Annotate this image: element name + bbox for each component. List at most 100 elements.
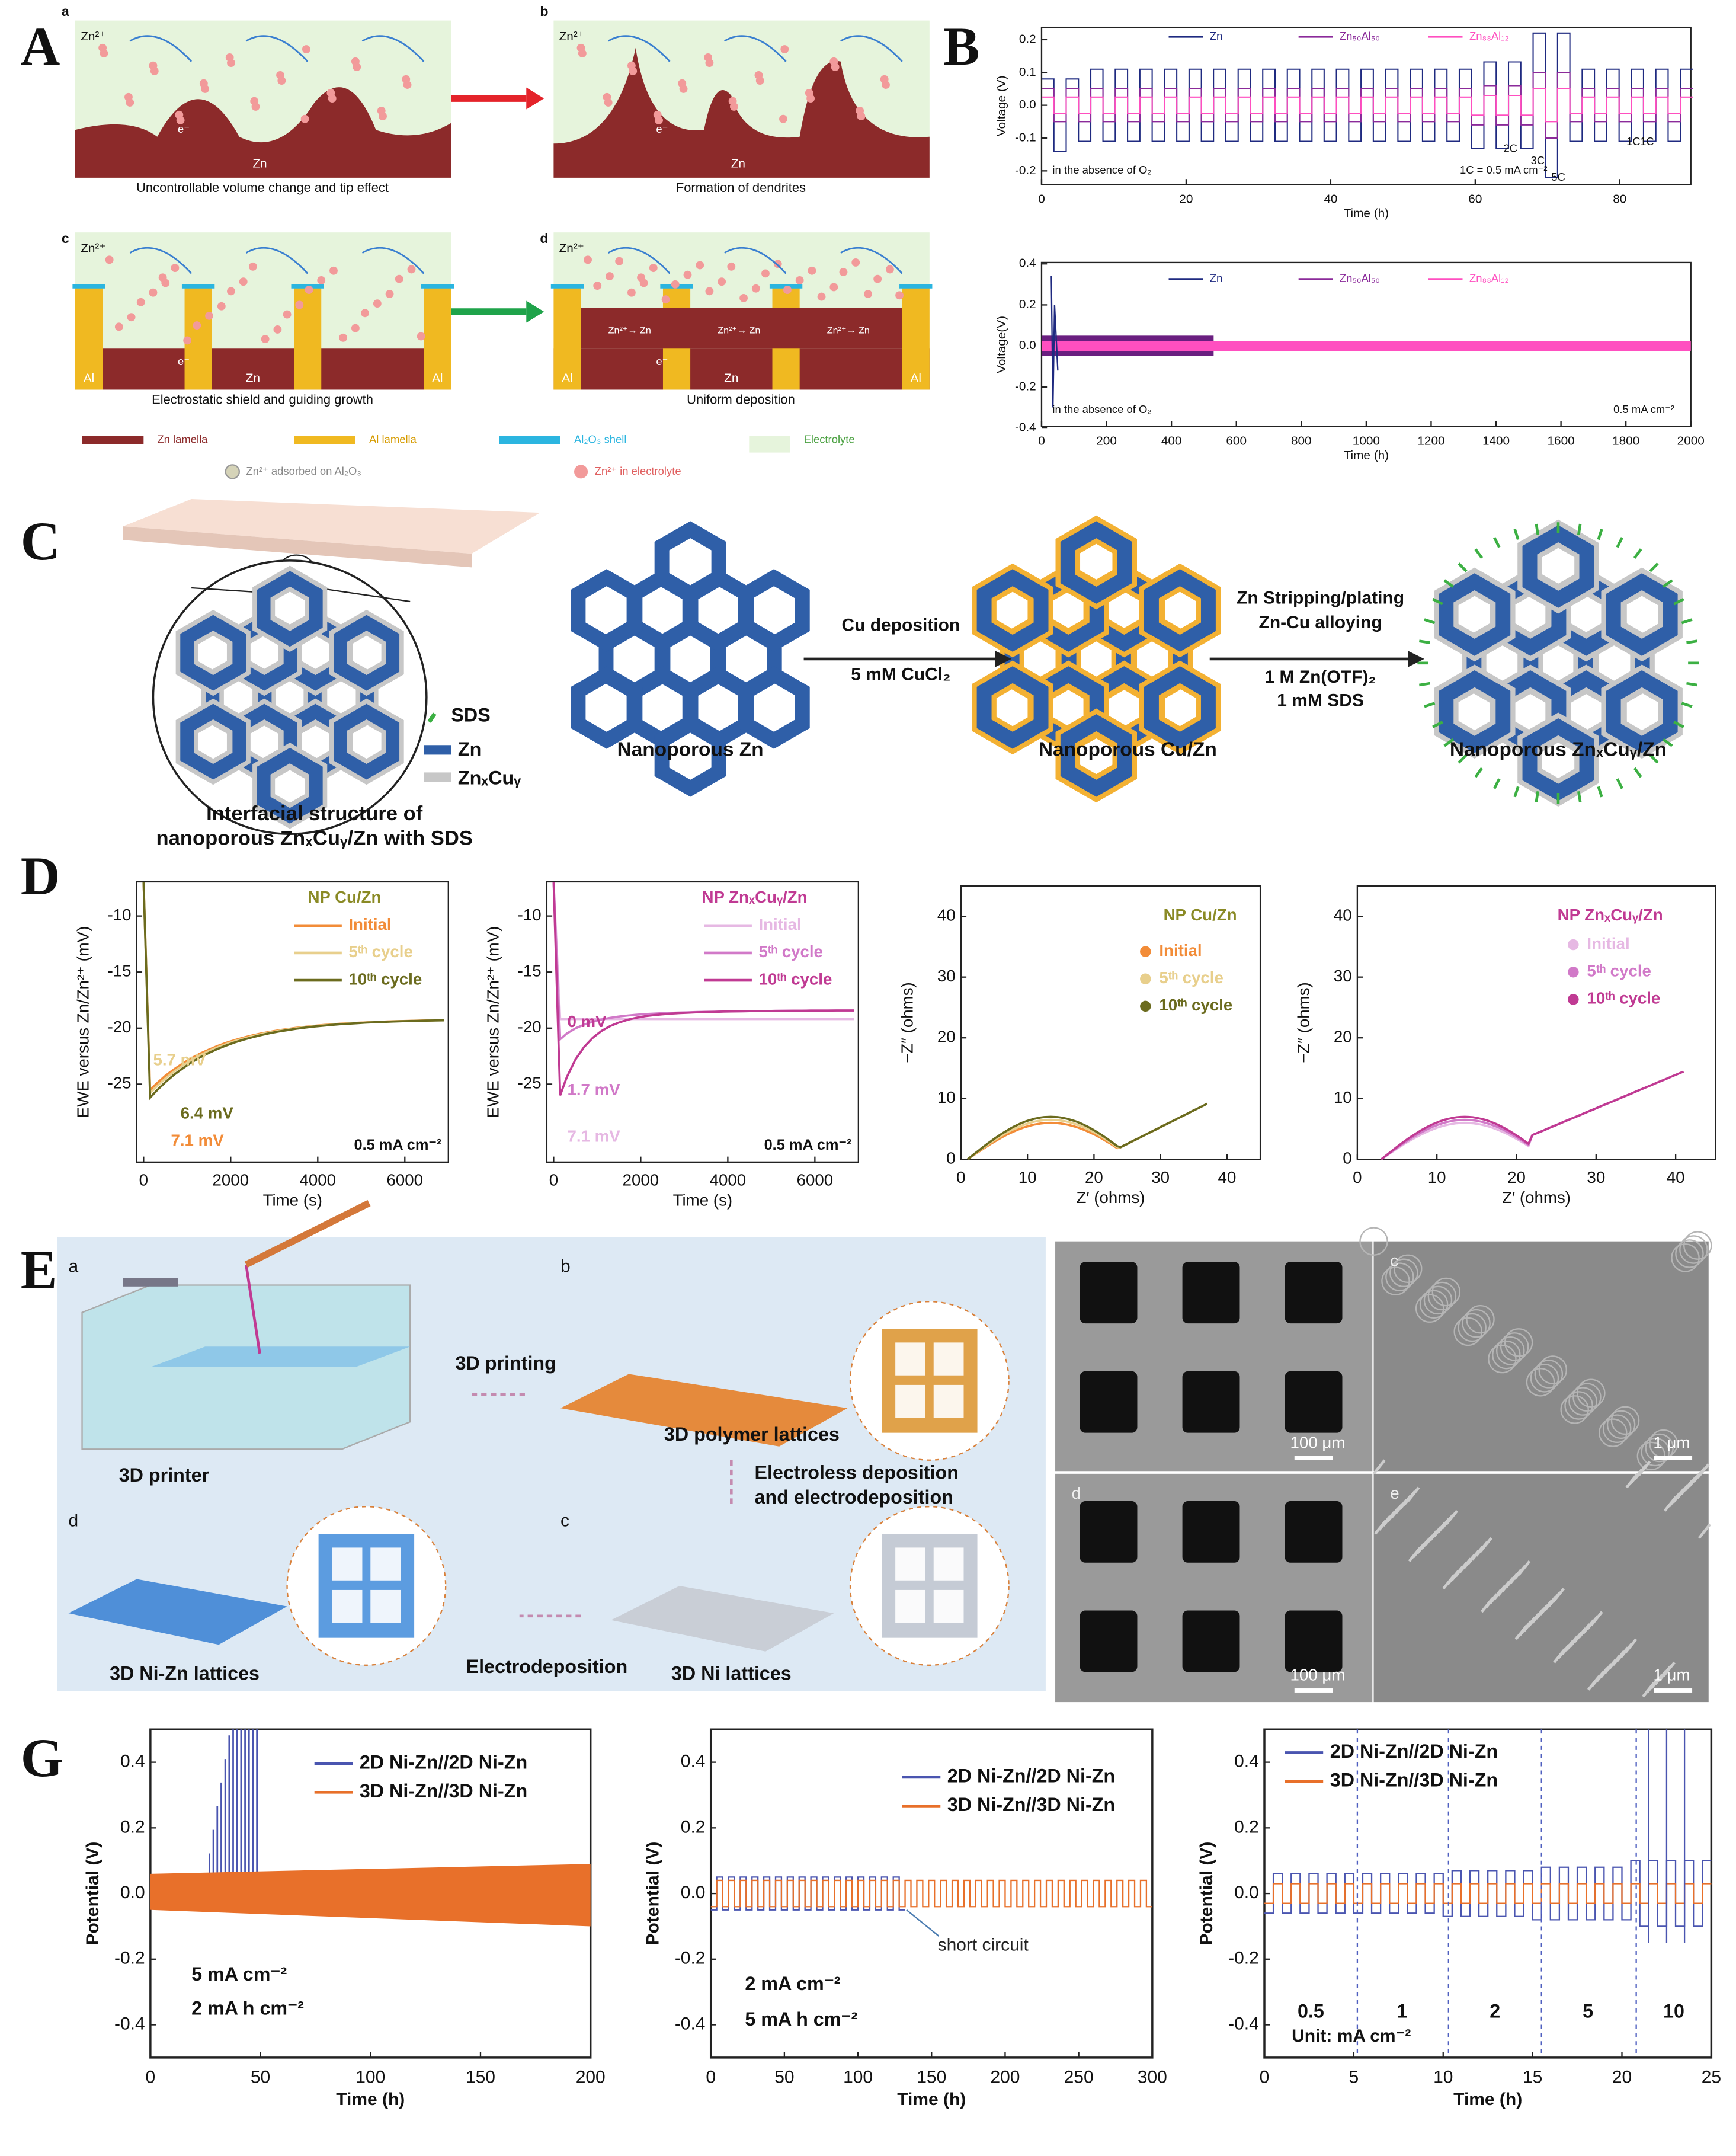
grain xyxy=(1462,1309,1491,1338)
zn-ion xyxy=(661,295,670,304)
label: Zn²⁺→ Zn xyxy=(718,325,760,336)
zn-ion xyxy=(105,255,114,264)
y-tick-label: 0.4 xyxy=(1234,1752,1259,1771)
zn-ion xyxy=(627,288,636,297)
x-tick-label: 250 xyxy=(1064,2067,1094,2087)
zn-ion xyxy=(201,85,210,93)
x-tick-label: 200 xyxy=(576,2067,606,2087)
y-tick-label: -15 xyxy=(108,962,132,980)
al-lamella xyxy=(902,287,930,390)
caption: Uncontrollable volume change and tip eff… xyxy=(136,180,389,195)
label: 5 mA h cm⁻² xyxy=(745,2008,857,2030)
zn-ion xyxy=(248,262,257,271)
label: 5 mM CuCl₂ xyxy=(851,665,950,684)
y-tick-label: 20 xyxy=(937,1028,956,1046)
legend-label: SDS xyxy=(451,704,490,725)
ion-path xyxy=(724,247,787,274)
caption: Formation of dendrites xyxy=(676,180,806,195)
label: Electroless deposition xyxy=(755,1461,959,1483)
grain xyxy=(1359,1227,1388,1256)
legend-label: 2D Ni-Zn//2D Ni-Zn xyxy=(1330,1741,1498,1762)
grain xyxy=(1560,1395,1589,1424)
x-tick-label: 0 xyxy=(1260,2067,1270,2087)
hex xyxy=(1522,525,1594,608)
ion-path xyxy=(245,35,309,62)
ion-path xyxy=(129,247,193,274)
y-tick-label: -10 xyxy=(518,906,542,924)
zn-ion xyxy=(351,324,360,332)
pore xyxy=(1182,1501,1240,1563)
zn-ion xyxy=(205,311,213,320)
zn-ion xyxy=(761,269,770,278)
legend-label: Initial xyxy=(1587,934,1629,952)
x-tick-label: 300 xyxy=(1138,2067,1167,2087)
sub-label: d xyxy=(540,231,548,246)
grain xyxy=(1504,1328,1533,1357)
x-tick-label: 600 xyxy=(1226,434,1247,448)
zn-ion xyxy=(851,258,860,267)
x-tick-label: 20 xyxy=(1179,192,1193,206)
flake xyxy=(1553,1648,1567,1664)
sds xyxy=(1458,562,1468,572)
legend-swatch xyxy=(82,436,144,444)
legend-label: Initial xyxy=(758,915,801,933)
panel-letter: B xyxy=(943,16,980,76)
annotation: 0 mV xyxy=(567,1012,607,1031)
grain xyxy=(1577,1378,1606,1408)
y-tick-label: 0.0 xyxy=(681,1883,706,1902)
x-tick-label: 6000 xyxy=(797,1170,834,1189)
zn-ion xyxy=(773,260,782,268)
flake xyxy=(1697,1523,1711,1539)
sds xyxy=(1577,523,1582,535)
zn-metal xyxy=(553,348,930,390)
lattice-hole xyxy=(332,1547,363,1581)
x-tick-label: 15 xyxy=(1523,2067,1542,2087)
x-tick-label: 40 xyxy=(1324,192,1337,206)
pointer xyxy=(906,1909,940,1937)
zn-ion xyxy=(407,265,416,274)
hex xyxy=(1606,670,1678,753)
zn-ion xyxy=(339,333,348,342)
sds xyxy=(1474,548,1484,559)
grain xyxy=(1419,1290,1449,1319)
hex xyxy=(571,569,643,652)
pore xyxy=(1080,1262,1138,1324)
zn-ion xyxy=(885,265,894,274)
legend-swatch xyxy=(424,745,451,755)
zn-ion xyxy=(637,273,645,282)
chart-title: NP ZnₓCuᵧ/Zn xyxy=(702,888,808,906)
sds xyxy=(1443,579,1455,588)
zn-ion xyxy=(100,49,108,57)
legend-label: Initial xyxy=(1159,941,1202,959)
hex xyxy=(1144,666,1216,749)
potential-curve xyxy=(142,882,444,1101)
zn-ion xyxy=(857,112,866,121)
grain xyxy=(1415,1294,1444,1323)
y-tick-label: -0.4 xyxy=(675,2014,706,2033)
hex xyxy=(976,569,1049,652)
lattice-hole xyxy=(933,1547,964,1581)
legend-label: Zn²⁺ in electrolyte xyxy=(595,465,681,477)
rate-label: 2 xyxy=(1490,2000,1500,2021)
sds xyxy=(1493,537,1501,548)
zn-ion xyxy=(353,63,361,71)
honeycomb xyxy=(175,565,404,829)
legend-label: Zn₈₈Al₁₂ xyxy=(1469,30,1509,42)
potential-curve xyxy=(552,882,854,1096)
legend-swatch xyxy=(574,465,588,479)
axes-frame xyxy=(546,881,860,1163)
zn-ion xyxy=(739,293,748,302)
label: 0.5 mA cm⁻² xyxy=(764,1137,852,1153)
rate-label: 1C xyxy=(1626,135,1641,148)
grain xyxy=(1610,1406,1640,1435)
nizn-slab xyxy=(68,1579,287,1645)
x-tick-label: 150 xyxy=(466,2067,495,2087)
grain xyxy=(1679,1235,1708,1264)
y-tick-label: -0.2 xyxy=(675,1949,706,1968)
label: Zn²⁺ xyxy=(559,30,584,43)
grain xyxy=(1488,1344,1517,1374)
legend-label: 10ᵗʰ cycle xyxy=(1587,989,1660,1007)
legend-label: Al₂O₃ shell xyxy=(574,433,626,446)
y-tick-label: 0.4 xyxy=(120,1752,145,1771)
